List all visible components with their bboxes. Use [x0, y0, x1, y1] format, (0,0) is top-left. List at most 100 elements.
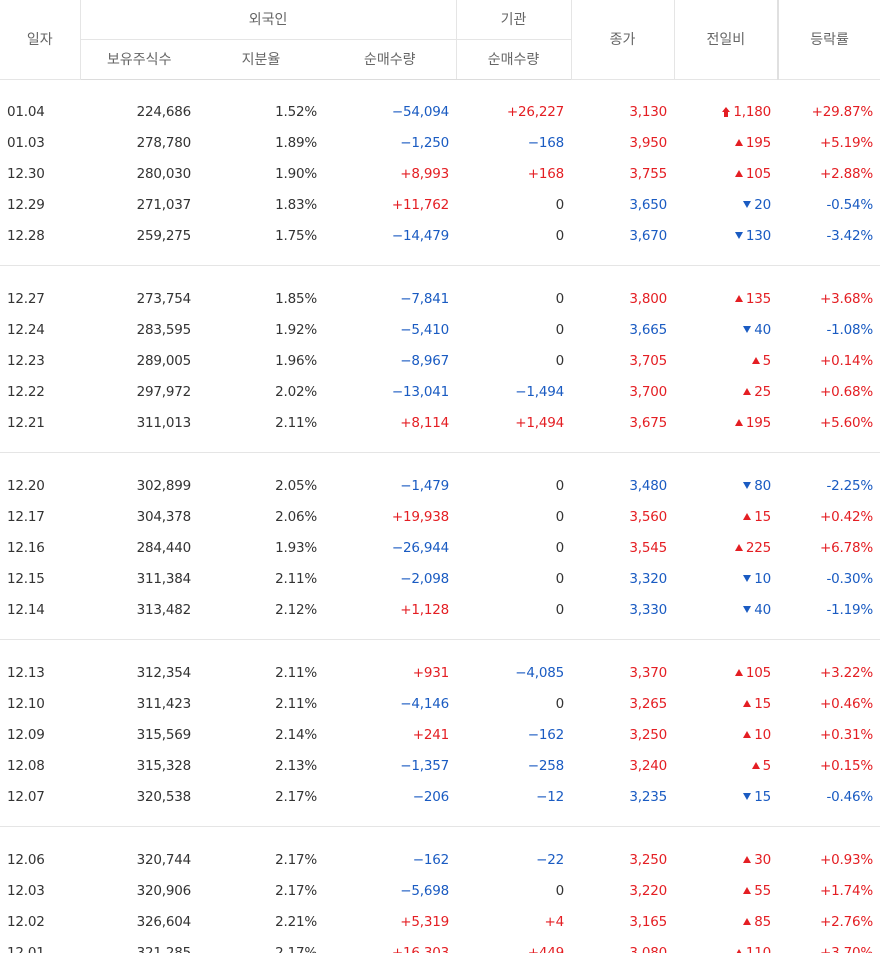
cell-close: 3,080 — [629, 944, 668, 953]
table-row: 12.27 273,754 1.85% −7,841 0 3,800 135 +3.68% — [0, 283, 880, 314]
cell-inst-net: +449 — [527, 944, 565, 953]
cell-holdings: 224,686 — [136, 103, 192, 120]
cell-foreign-net: +8,993 — [400, 165, 450, 182]
table-header: 일자 외국인 기관 종가 전일비 등락률 보유주식수 지분율 순매수량 순매수량 — [0, 0, 880, 80]
cell-holdings: 278,780 — [136, 134, 192, 151]
cell-foreign-net: −26,944 — [391, 539, 450, 556]
cell-foreign-net: −206 — [412, 788, 450, 805]
cell-ratio: 1.90% — [275, 165, 317, 182]
table-row: 01.03 278,780 1.89% −1,250 −168 3,950 195 +5.19… — [0, 127, 880, 158]
table-row: 12.01 321,285 2.17% +16,303 +449 3,080 110 +3.7… — [0, 937, 880, 953]
cell-foreign-net: +19,938 — [391, 508, 450, 525]
cell-ratio: 1.96% — [275, 352, 317, 369]
cell-date: 12.20 — [7, 477, 45, 494]
cell-rate: +6.78% — [820, 539, 874, 556]
table-body: 01.04 224,686 1.52% −54,094 +26,227 3,130 1,18… — [0, 79, 880, 953]
up-triangle-icon — [743, 855, 752, 863]
cell-ratio: 2.06% — [275, 508, 317, 525]
cell-inst-net: +26,227 — [506, 103, 565, 120]
cell-change: 80 — [674, 470, 778, 501]
cell-date: 12.10 — [7, 695, 45, 712]
up-triangle-icon — [734, 169, 743, 177]
group-divider — [0, 451, 880, 453]
cell-close: 3,240 — [629, 757, 668, 774]
cell-close: 3,250 — [629, 726, 668, 743]
cell-inst-net: −162 — [527, 726, 565, 743]
cell-change: 15 — [674, 501, 778, 532]
up-triangle-icon — [743, 730, 752, 738]
table-row: 12.14 313,482 2.12% +1,128 0 3,330 40 -1.19% — [0, 594, 880, 625]
cell-holdings: 284,440 — [136, 539, 192, 556]
cell-foreign-net: −8,967 — [400, 352, 450, 369]
table-row: 12.24 283,595 1.92% −5,410 0 3,665 40 -1.08% — [0, 314, 880, 345]
cell-change: 40 — [674, 314, 778, 345]
cell-rate: -0.46% — [826, 788, 874, 805]
change-value: 10 — [754, 726, 772, 743]
cell-date: 01.04 — [7, 103, 45, 120]
group-divider — [0, 825, 880, 827]
change-value: 105 — [745, 165, 772, 182]
cell-inst-net: +1,494 — [515, 414, 565, 431]
cell-rate: -1.08% — [826, 321, 874, 338]
up-triangle-icon — [743, 512, 752, 520]
cell-rate: +0.46% — [820, 695, 874, 712]
spacer-cell — [0, 625, 880, 639]
down-triangle-icon — [743, 574, 752, 582]
cell-ratio: 1.89% — [275, 134, 317, 151]
cell-date: 12.02 — [7, 913, 45, 930]
cell-foreign-net: +931 — [412, 664, 450, 681]
table-row: 12.16 284,440 1.93% −26,944 0 3,545 225 +6.78% — [0, 532, 880, 563]
change-value: 130 — [745, 227, 772, 244]
cell-rate: +2.76% — [820, 913, 874, 930]
cell-foreign-net: −7,841 — [400, 290, 450, 307]
cell-inst-net: −168 — [527, 134, 565, 151]
cell-inst-net: 0 — [555, 477, 565, 494]
cell-date: 12.28 — [7, 227, 45, 244]
cell-foreign-net: −5,410 — [400, 321, 450, 338]
cell-rate: +5.60% — [820, 414, 874, 431]
cell-change: 40 — [674, 594, 778, 625]
cell-inst-net: +168 — [527, 165, 565, 182]
cell-holdings: 315,328 — [136, 757, 192, 774]
cell-close: 3,165 — [629, 913, 668, 930]
group-divider — [0, 638, 880, 640]
cell-date: 12.06 — [7, 851, 45, 868]
group-divider — [0, 264, 880, 266]
cell-foreign-net: +8,114 — [400, 414, 450, 431]
spacer-cell — [0, 827, 880, 844]
change-value: 5 — [762, 757, 772, 774]
spacer-row — [0, 453, 880, 470]
divider-cell — [0, 451, 880, 453]
table-row: 12.03 320,906 2.17% −5,698 0 3,220 55 +1.74% — [0, 875, 880, 906]
cell-date: 12.01 — [7, 944, 45, 953]
cell-inst-net: −22 — [536, 851, 565, 868]
cell-foreign-net: +5,319 — [400, 913, 450, 930]
change-value: 195 — [745, 134, 772, 151]
table-row: 12.07 320,538 2.17% −206 −12 3,235 15 -0.46% — [0, 781, 880, 812]
table-row: 01.04 224,686 1.52% −54,094 +26,227 3,130 1,18… — [0, 96, 880, 127]
cell-change: 10 — [674, 563, 778, 594]
cell-date: 12.30 — [7, 165, 45, 182]
table-row: 12.23 289,005 1.96% −8,967 0 3,705 5 +0.14% — [0, 345, 880, 376]
cell-change: 105 — [674, 158, 778, 189]
cell-holdings: 313,482 — [136, 601, 192, 618]
cell-date: 12.13 — [7, 664, 45, 681]
cell-rate: -3.42% — [826, 227, 874, 244]
table-row: 12.02 326,604 2.21% +5,319 +4 3,165 85 +2.76% — [0, 906, 880, 937]
up-triangle-icon — [743, 387, 752, 395]
cell-ratio: 2.17% — [275, 851, 317, 868]
col-change-header: 전일비 — [674, 0, 780, 80]
cell-holdings: 259,275 — [136, 227, 192, 244]
cell-foreign-net: −162 — [412, 851, 450, 868]
down-triangle-icon — [743, 792, 752, 800]
cell-rate: -2.25% — [826, 477, 874, 494]
cell-holdings: 297,972 — [136, 383, 192, 400]
change-value: 15 — [754, 788, 772, 805]
cell-ratio: 2.11% — [275, 570, 317, 587]
cell-inst-net: 0 — [555, 290, 565, 307]
spacer-row — [0, 827, 880, 844]
table-row: 12.22 297,972 2.02% −13,041 −1,494 3,700 25 +0.… — [0, 376, 880, 407]
cell-holdings: 312,354 — [136, 664, 192, 681]
cell-change: 15 — [674, 688, 778, 719]
